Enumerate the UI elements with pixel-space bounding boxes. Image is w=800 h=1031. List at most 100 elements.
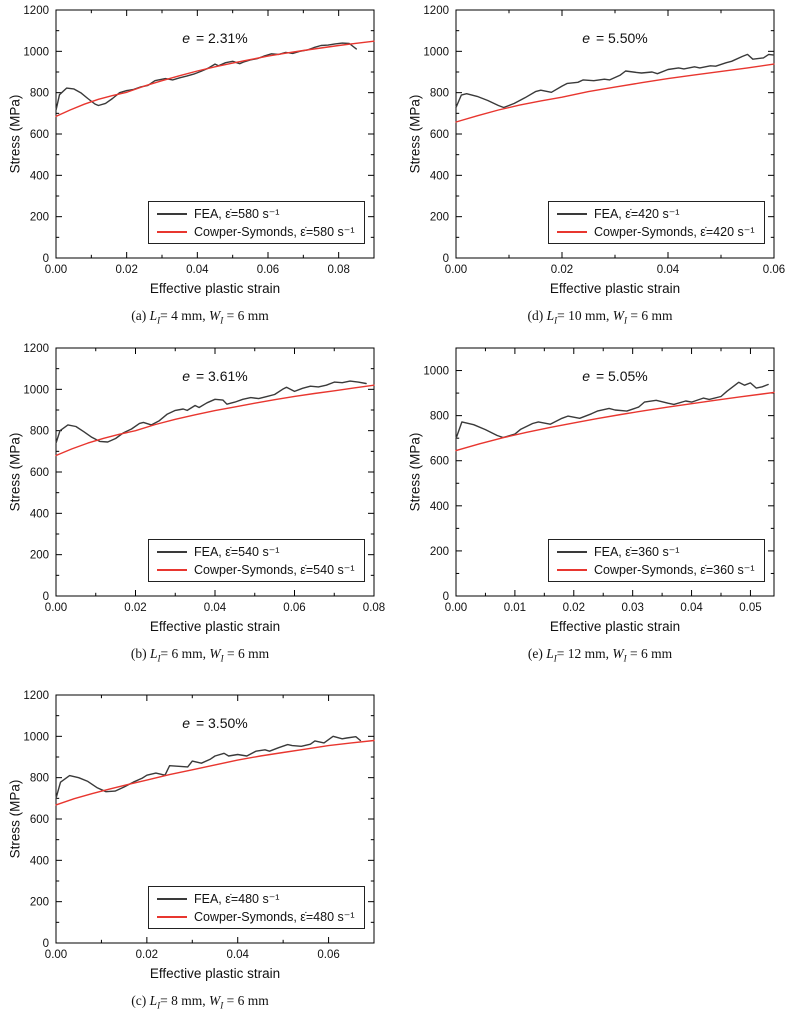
svg-text:200: 200 bbox=[30, 212, 49, 224]
cowper-line-swatch bbox=[557, 230, 587, 233]
elongation-annotation: e = 5.50% bbox=[582, 30, 648, 46]
svg-text:1000: 1000 bbox=[23, 384, 49, 396]
elongation-annotation: e = 3.50% bbox=[182, 715, 248, 731]
plot-area-a: 0.00 0.02 0.04 0.06 0.08 0 200 400 600 800 1000 120… bbox=[23, 5, 375, 276]
subfigure-caption-b: (b) LI= 6 mm, WI = 6 mm bbox=[130, 646, 270, 664]
svg-text:400: 400 bbox=[30, 855, 49, 867]
svg-text:0.04: 0.04 bbox=[680, 602, 703, 614]
x-axis-title: Effective plastic strain bbox=[549, 619, 681, 634]
svg-text:200: 200 bbox=[30, 550, 49, 562]
legend-item-cowper: Cowper-Symonds, ε̇=480 s⁻¹ bbox=[157, 909, 355, 924]
svg-text:600: 600 bbox=[430, 129, 449, 141]
svg-text:0.08: 0.08 bbox=[327, 264, 349, 276]
plot-area-c: 0.00 0.02 0.04 0.06 0 200 400 600 800 1000 1200 bbox=[23, 690, 375, 961]
svg-text:400: 400 bbox=[430, 170, 449, 182]
svg-text:0.04: 0.04 bbox=[657, 264, 680, 276]
svg-text:1000: 1000 bbox=[23, 731, 49, 743]
fea-line-swatch bbox=[157, 897, 187, 900]
plot-area-e: 0.00 0.01 0.02 0.03 0.04 0.05 0 200 400 600 800 100… bbox=[423, 347, 775, 614]
svg-text:600: 600 bbox=[30, 467, 49, 479]
svg-text:0.06: 0.06 bbox=[763, 264, 785, 276]
legend-item-fea: FEA, ε̇=580 s⁻¹ bbox=[157, 206, 355, 221]
svg-text:0.06: 0.06 bbox=[317, 949, 339, 961]
legend: FEA, ε̇=540 s⁻¹ Cowper-Symonds, ε̇=540 s… bbox=[148, 539, 365, 582]
svg-text:1000: 1000 bbox=[423, 366, 449, 378]
x-axis-title: Effective plastic strain bbox=[149, 281, 281, 296]
svg-text:200: 200 bbox=[30, 897, 49, 909]
svg-text:400: 400 bbox=[430, 501, 449, 513]
svg-text:0.04: 0.04 bbox=[227, 949, 250, 961]
legend-item-cowper: Cowper-Symonds, ε̇=360 s⁻¹ bbox=[557, 562, 755, 577]
fea-line-swatch bbox=[557, 212, 587, 215]
svg-text:600: 600 bbox=[30, 814, 49, 826]
legend-item-fea: FEA, ε̇=360 s⁻¹ bbox=[557, 544, 755, 559]
plot-area-b: 0.00 0.02 0.04 0.06 0.08 0 200 400 600 800 1000 120… bbox=[23, 343, 385, 614]
svg-text:400: 400 bbox=[30, 170, 49, 182]
svg-text:0.00: 0.00 bbox=[445, 602, 467, 614]
svg-text:0.02: 0.02 bbox=[124, 602, 146, 614]
cowper-line-swatch bbox=[157, 568, 187, 571]
legend-item-cowper: Cowper-Symonds, ε̇=420 s⁻¹ bbox=[557, 224, 755, 239]
cowper-line-swatch bbox=[557, 568, 587, 571]
svg-text:0.04: 0.04 bbox=[204, 602, 227, 614]
svg-text:1000: 1000 bbox=[423, 46, 449, 58]
fea-line-swatch bbox=[157, 212, 187, 215]
cowper-line-swatch bbox=[157, 230, 187, 233]
svg-text:1000: 1000 bbox=[23, 46, 49, 58]
svg-text:0.06: 0.06 bbox=[283, 602, 305, 614]
x-axis-title: Effective plastic strain bbox=[149, 966, 281, 981]
svg-text:800: 800 bbox=[430, 88, 449, 100]
svg-text:0.08: 0.08 bbox=[363, 602, 385, 614]
fea-line-swatch bbox=[157, 550, 187, 553]
svg-text:0: 0 bbox=[43, 938, 49, 950]
svg-text:800: 800 bbox=[30, 426, 49, 438]
svg-text:0: 0 bbox=[443, 253, 449, 265]
svg-text:0.00: 0.00 bbox=[45, 602, 67, 614]
svg-text:0.00: 0.00 bbox=[45, 949, 67, 961]
legend-item-fea: FEA, ε̇=420 s⁻¹ bbox=[557, 206, 755, 221]
svg-text:400: 400 bbox=[30, 508, 49, 520]
svg-text:0.00: 0.00 bbox=[445, 264, 467, 276]
svg-text:800: 800 bbox=[30, 88, 49, 100]
svg-text:800: 800 bbox=[30, 773, 49, 785]
subfigure-caption-c: (c) LI= 8 mm, WI = 6 mm bbox=[131, 993, 269, 1011]
svg-text:0.02: 0.02 bbox=[136, 949, 158, 961]
chart-panel-b: Stress (MPa) 0.00 0.02 0.04 0.06 0.08 0 200 400… bbox=[0, 338, 400, 685]
empty-cell bbox=[400, 685, 800, 1031]
cowper-line-swatch bbox=[157, 915, 187, 918]
legend-item-fea: FEA, ε̇=540 s⁻¹ bbox=[157, 544, 355, 559]
svg-text:0: 0 bbox=[443, 591, 449, 603]
chart-panel-e: Stress (MPa) 0.00 0.01 0.02 0.03 0.04 0.05 0 20… bbox=[400, 338, 800, 685]
svg-text:0: 0 bbox=[43, 591, 49, 603]
legend-item-cowper: Cowper-Symonds, ε̇=540 s⁻¹ bbox=[157, 562, 355, 577]
svg-text:0.02: 0.02 bbox=[115, 264, 137, 276]
svg-text:1200: 1200 bbox=[23, 343, 49, 355]
subfigure-caption-a: (a) LI= 4 mm, WI = 6 mm bbox=[131, 308, 269, 326]
svg-text:0.04: 0.04 bbox=[186, 264, 209, 276]
svg-text:0.03: 0.03 bbox=[621, 602, 643, 614]
svg-text:0.05: 0.05 bbox=[739, 602, 761, 614]
svg-text:800: 800 bbox=[430, 411, 449, 423]
svg-text:1200: 1200 bbox=[23, 690, 49, 702]
chart-panel-a: Stress (MPa) 0.00 0.02 0.04 0.06 0.08 0 200 400… bbox=[0, 0, 400, 338]
subfigure-caption-d: (d) LI= 10 mm, WI = 6 mm bbox=[527, 308, 673, 326]
svg-text:200: 200 bbox=[430, 546, 449, 558]
x-axis-title: Effective plastic strain bbox=[549, 281, 681, 296]
subfigure-caption-e: (e) LI= 12 mm, WI = 6 mm bbox=[527, 646, 673, 664]
svg-text:0.01: 0.01 bbox=[504, 602, 526, 614]
plot-area-d: 0.00 0.02 0.04 0.06 0 200 400 600 800 1000 1200 bbox=[423, 5, 785, 276]
legend: FEA, ε̇=580 s⁻¹ Cowper-Symonds, ε̇=580 s… bbox=[148, 201, 365, 244]
legend-item-cowper: Cowper-Symonds, ε̇=580 s⁻¹ bbox=[157, 224, 355, 239]
legend: FEA, ε̇=360 s⁻¹ Cowper-Symonds, ε̇=360 s… bbox=[548, 539, 765, 582]
chart-panel-c: Stress (MPa) 0.00 0.02 0.04 0.06 0 200 400 600 8… bbox=[0, 685, 400, 1031]
svg-text:0.06: 0.06 bbox=[257, 264, 279, 276]
svg-text:200: 200 bbox=[430, 212, 449, 224]
svg-text:1200: 1200 bbox=[23, 5, 49, 17]
x-axis-title: Effective plastic strain bbox=[149, 619, 281, 634]
legend: FEA, ε̇=420 s⁻¹ Cowper-Symonds, ε̇=420 s… bbox=[548, 201, 765, 244]
chart-panel-d: Stress (MPa) 0.00 0.02 0.04 0.06 0 200 400 600 8… bbox=[400, 0, 800, 338]
fea-line-swatch bbox=[557, 550, 587, 553]
elongation-annotation: e = 2.31% bbox=[182, 30, 248, 46]
svg-text:0.02: 0.02 bbox=[551, 264, 573, 276]
svg-text:600: 600 bbox=[30, 129, 49, 141]
